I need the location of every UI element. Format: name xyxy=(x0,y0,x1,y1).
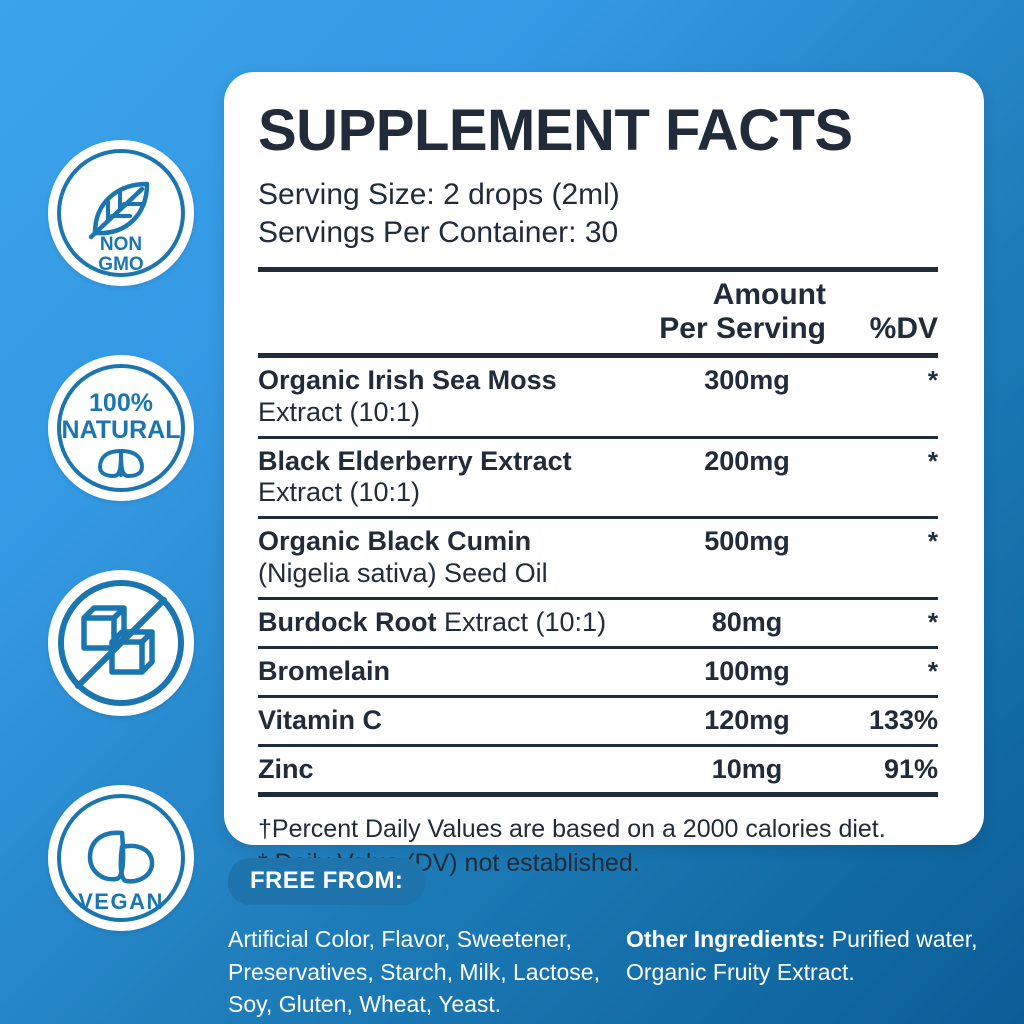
badge-vegan: VEGAN xyxy=(48,785,194,931)
servings-per-container: Servings Per Container: 30 xyxy=(258,216,619,250)
table-row: Burdock Root Extract (10:1) 80mg * xyxy=(258,598,938,647)
two-leaves-icon: 100% NATURAL xyxy=(57,364,185,492)
ingredient-dv: 133% xyxy=(868,704,938,735)
table-row: Organic Irish Sea Moss Extract (10:1) 300m… xyxy=(258,355,938,437)
badge-100-natural: 100% NATURAL xyxy=(48,355,194,501)
leaf-icon: NON GMO xyxy=(57,149,185,277)
ingredient-dv: * xyxy=(927,445,938,476)
bottom-band: FREE FROM: Artificial Color, Flavor, Swe… xyxy=(228,858,1018,1021)
ingredient-dv: 91% xyxy=(883,753,938,784)
table-row: Bromelain 100mg * xyxy=(258,647,938,696)
badge-100-natural-line1: 100% xyxy=(89,389,153,417)
ingredient-name: Vitamin C xyxy=(258,704,383,735)
other-ingredients: Other Ingredients: Purified water, Organ… xyxy=(626,923,998,1021)
supplement-facts-table: Amount Per Serving %DV Organic Irish Sea M… xyxy=(258,267,938,800)
ingredient-name: Zinc xyxy=(258,753,314,784)
table-row: Organic Black Cumin (Nigelia sativa) Seed… xyxy=(258,517,938,599)
badge-vegan-label: VEGAN xyxy=(78,889,164,914)
table-row: Zinc 10mg 91% xyxy=(258,745,938,795)
ingredient-name: Organic Black Cumin (Nigelia sativa) Seed… xyxy=(258,526,548,589)
ingredient-amount: 500mg xyxy=(704,526,790,557)
ingredient-amount: 10mg xyxy=(711,753,783,784)
badge-no-sugar xyxy=(48,570,194,716)
ingredient-name: Bromelain xyxy=(258,655,391,686)
badge-non-gmo-line1: NON xyxy=(100,234,142,255)
ingredient-amount: 300mg xyxy=(704,364,790,395)
badge-non-gmo: NON GMO xyxy=(48,140,194,286)
badge-rail: NON GMO 100% NATURAL xyxy=(0,0,224,1024)
header-cell-amount: Amount Per Serving xyxy=(659,277,826,345)
footnote-daily-values: †Percent Daily Values are based on a 200… xyxy=(258,815,886,844)
badge-non-gmo-line2: GMO xyxy=(98,254,143,275)
other-ingredients-text: Purified water, Organic Fruity Extract. xyxy=(626,926,978,985)
ingredient-amount: 100mg xyxy=(704,655,790,686)
table-row: Vitamin C 120mg 133% xyxy=(258,696,938,745)
ingredient-dv: * xyxy=(927,606,938,637)
ingredient-amount: 80mg xyxy=(711,606,783,637)
sprout-leaves-icon: VEGAN xyxy=(57,794,185,922)
table-row: Black Elderberry Extract Extract (10:1) 20… xyxy=(258,437,938,518)
supplement-facts-card: SUPPLEMENT FACTS Serving Size: 2 drops (… xyxy=(224,72,984,877)
table-header-row: Amount Per Serving %DV xyxy=(258,269,938,355)
header-cell-dv: %DV xyxy=(869,311,938,345)
serving-size: Serving Size: 2 drops (2ml) xyxy=(258,178,620,211)
no-sugar-cubes-icon xyxy=(58,580,184,706)
free-from-label: FREE FROM: xyxy=(228,858,426,905)
ingredient-amount: 120mg xyxy=(704,704,790,735)
badge-100-natural-line2: NATURAL xyxy=(62,416,181,444)
ingredient-dv: * xyxy=(927,364,938,395)
header-cell-name xyxy=(258,269,658,355)
ingredient-amount: 200mg xyxy=(704,445,790,476)
ingredient-dv: * xyxy=(927,526,938,557)
other-ingredients-label: Other Ingredients: xyxy=(626,926,826,952)
ingredient-name: Organic Irish Sea Moss Extract (10:1) xyxy=(258,364,557,427)
ingredient-name: Black Elderberry Extract Extract (10:1) xyxy=(258,445,572,508)
free-from-text: Artificial Color, Flavor, Sweetener, Pre… xyxy=(228,926,600,1018)
page-title: SUPPLEMENT FACTS xyxy=(258,98,853,163)
ingredient-dv: * xyxy=(927,655,938,686)
table-bottom-rule xyxy=(258,794,938,800)
ingredient-name: Burdock Root Extract (10:1) xyxy=(258,606,607,637)
